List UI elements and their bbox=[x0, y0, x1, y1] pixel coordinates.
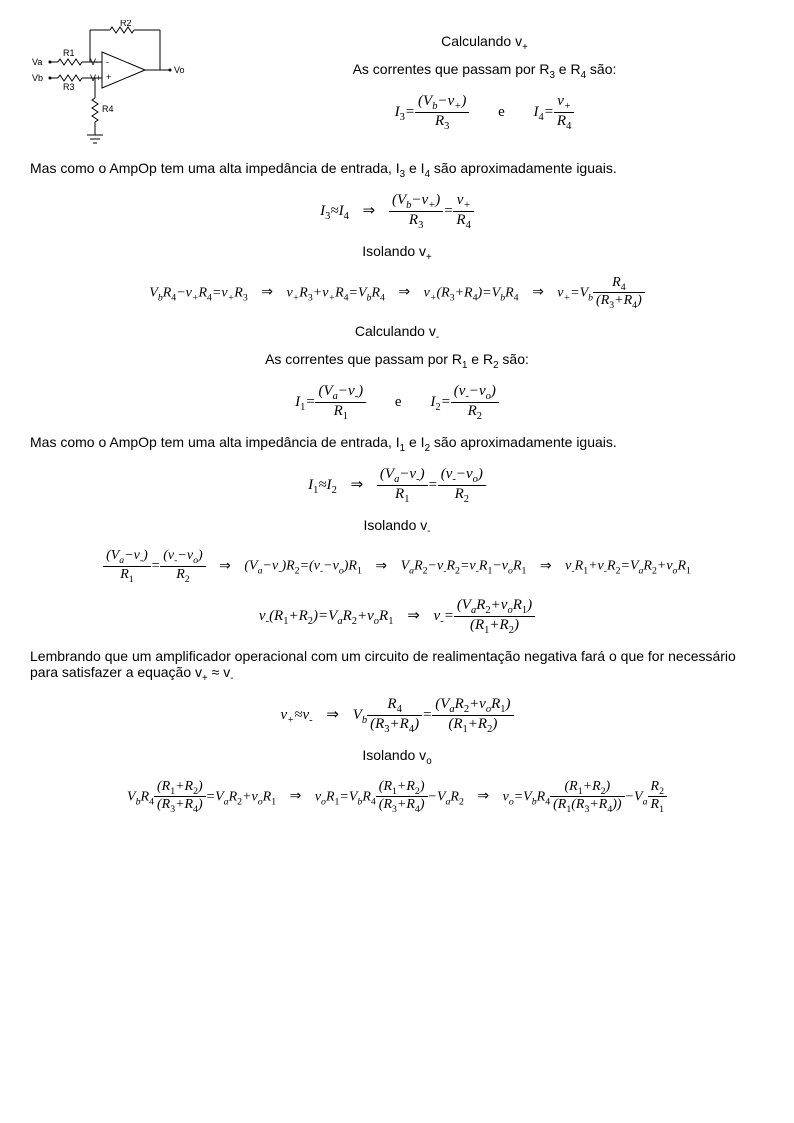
svg-text:R3: R3 bbox=[63, 82, 75, 92]
are-text: são: bbox=[586, 61, 616, 77]
iso-vminus-text: Isolando v bbox=[363, 517, 427, 533]
circuit-diagram: R2 Va R1 Vb R3 V- V+ - + Vo R4 bbox=[30, 20, 190, 150]
and-r12: e R bbox=[467, 351, 493, 367]
isolating-vo-heading: Isolando vo bbox=[30, 747, 764, 767]
svg-text:R1: R1 bbox=[63, 48, 75, 58]
svg-text:Va: Va bbox=[32, 57, 42, 67]
eq-vminus-derivation-1: (Va−v-)R1=(v-−vo)R2 ⇒ (Va−v-)R2=(v-−vo)R… bbox=[30, 548, 764, 585]
iso-vplus-sub: + bbox=[426, 252, 432, 263]
isolating-vminus-heading: Isolando v- bbox=[30, 517, 764, 537]
eq-vplus-vminus: v+≈v- ⇒ VbR4(R3+R4)=(VaR2+voR1)(R1+R2) bbox=[30, 696, 764, 735]
iso-vplus-text: Isolando v bbox=[362, 243, 426, 259]
eq-i1-approx-i2: I1≈I2 ⇒ (Va−v-)R1=(v-−vo)R2 bbox=[30, 466, 764, 505]
impedance-i1i2-line: Mas como o AmpOp tem uma alta impedância… bbox=[30, 434, 764, 454]
eq-i3-approx-i4: I3≈I4 ⇒ (Vb−v+)R3=v+R4 bbox=[30, 192, 764, 231]
calc-vplus-text: Calculando v bbox=[441, 33, 522, 49]
are-text-2: são: bbox=[499, 351, 529, 367]
calc-vplus-heading: Calculando v+ bbox=[205, 33, 764, 53]
impedance-i3i4-line: Mas como o AmpOp tem uma alta impedância… bbox=[30, 160, 764, 180]
svg-text:R4: R4 bbox=[102, 104, 114, 114]
eq-vminus-derivation-2: v-(R1+R2)=VaR2+voR1 ⇒ v-=(VaR2+voR1)(R1+… bbox=[30, 597, 764, 636]
approx-eq-1: são aproximadamente iguais. bbox=[430, 160, 617, 176]
remember-approx: ≈ v bbox=[208, 664, 230, 680]
remember-text: Lembrando que um amplificador operaciona… bbox=[30, 648, 736, 680]
and-r3: e R bbox=[555, 61, 581, 77]
and-i12: e I bbox=[405, 434, 424, 450]
iso-vminus-sub: - bbox=[427, 525, 430, 536]
eq-i1-i2: I1=(Va−v-)R1 e I2=(v-−vo)R2 bbox=[30, 383, 764, 422]
and-i34: e I bbox=[405, 160, 424, 176]
calc-vminus-text: Calculando v bbox=[355, 323, 436, 339]
remember-minus: - bbox=[230, 673, 233, 684]
eq-vplus-derivation: VbR4−v+R4=v+R3 ⇒ v+R3+v+R4=VbR4 ⇒ v+(R3+… bbox=[30, 275, 764, 312]
calc-vminus-heading: Calculando v- bbox=[30, 323, 764, 343]
isolating-vplus-heading: Isolando v+ bbox=[30, 243, 764, 263]
svg-text:-: - bbox=[106, 57, 109, 67]
conj-e-1: e bbox=[498, 104, 505, 120]
top-text-block: Calculando v+ As correntes que passam po… bbox=[205, 20, 764, 144]
conj-e-2: e bbox=[395, 394, 402, 410]
vminus-sub: - bbox=[436, 332, 439, 343]
imp-text-2: Mas como o AmpOp tem uma alta impedância… bbox=[30, 434, 400, 450]
svg-text:V+: V+ bbox=[90, 73, 101, 83]
remember-line: Lembrando que um amplificador operaciona… bbox=[30, 648, 764, 684]
iso-vo-text: Isolando v bbox=[362, 747, 426, 763]
svg-text:R2: R2 bbox=[120, 20, 132, 28]
currents-r1r2-line: As correntes que passam por R1 e R2 são: bbox=[30, 351, 764, 371]
top-section: R2 Va R1 Vb R3 V- V+ - + Vo R4 bbox=[30, 20, 764, 150]
svg-text:V-: V- bbox=[90, 57, 99, 67]
eq-vo-derivation: VbR4(R1+R2)(R3+R4)=VaR2+voR1 ⇒ voR1=VbR4… bbox=[30, 779, 764, 816]
iso-vo-sub: o bbox=[426, 756, 431, 767]
currents-text: As correntes que passam por R bbox=[353, 61, 550, 77]
approx-eq-2: são aproximadamente iguais. bbox=[430, 434, 617, 450]
eq-i3-i4: I3=(Vb−v+)R3 e I4=v+R4 bbox=[205, 93, 764, 132]
vplus-sub: + bbox=[522, 42, 528, 53]
currents-r3r4-line: As correntes que passam por R3 e R4 são: bbox=[205, 61, 764, 81]
svg-text:Vb: Vb bbox=[32, 73, 43, 83]
svg-text:Vo: Vo bbox=[174, 65, 185, 75]
imp-text-1: Mas como o AmpOp tem uma alta impedância… bbox=[30, 160, 400, 176]
svg-text:+: + bbox=[106, 72, 111, 82]
currents-r1r2-text: As correntes que passam por R bbox=[265, 351, 462, 367]
